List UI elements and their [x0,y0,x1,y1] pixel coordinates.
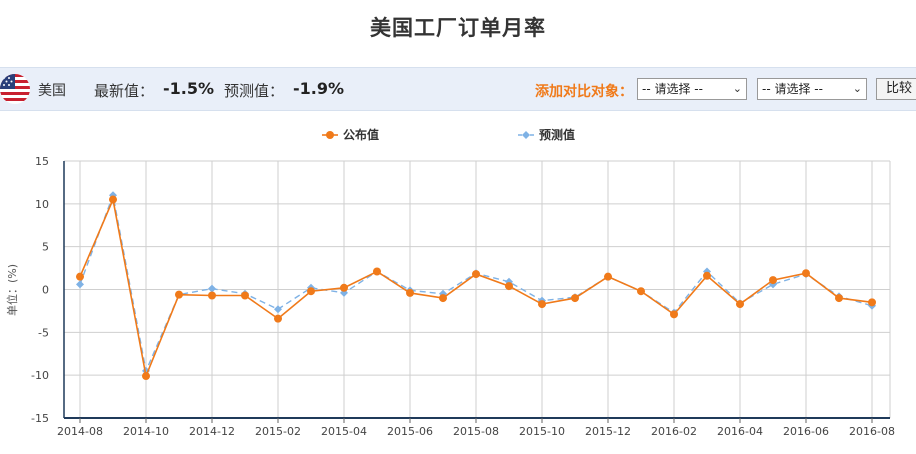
x-tick-label: 2015-08 [453,425,499,438]
data-point[interactable] [307,287,315,296]
latest-value-label: 最新值： [94,82,155,100]
data-point[interactable] [505,282,513,291]
legend-item[interactable]: 预测值 [518,127,575,142]
compare-label: 添加对比对象： [535,84,633,100]
y-tick-label: 15 [35,155,49,168]
legend-label: 公布值 [343,127,379,142]
x-tick-label: 2015-10 [519,425,565,438]
data-point[interactable] [208,291,216,300]
data-point[interactable] [835,294,843,303]
compare-select-1-value: -- 请选择 -- [642,82,703,96]
data-point[interactable] [406,288,414,297]
data-point[interactable] [175,290,183,299]
compare-select-2[interactable]: -- 请选择 -- ⌄ [757,78,867,100]
y-tick-label: 5 [42,241,49,254]
data-point[interactable] [769,280,777,289]
data-point[interactable] [868,298,876,307]
x-tick-label: 2015-12 [585,425,631,438]
chevron-down-icon: ⌄ [732,82,742,95]
data-point[interactable] [76,272,84,281]
x-tick-label: 2014-10 [123,425,169,438]
x-tick-label: 2016-04 [717,425,763,438]
series-0 [76,195,876,381]
legend-label: 预测值 [539,127,575,142]
data-point[interactable] [703,271,711,280]
y-tick-label: -5 [38,326,49,339]
y-tick-label: 0 [42,284,49,297]
x-axis: 2014-08 2014-10 2014-12 2015-02 2015-04 2015-… [57,417,895,438]
x-tick-label: 2015-02 [255,425,301,438]
x-tick-label: 2016-08 [849,425,895,438]
info-bar: 美国 最新值： -1.5% 预测值： -1.9% 添加对比对象： -- 请选择 … [0,67,916,111]
data-point[interactable] [703,267,711,276]
data-point[interactable] [340,283,348,292]
x-tick-label: 2016-06 [783,425,829,438]
data-point[interactable] [439,294,447,303]
forecast-value-label: 预测值： [224,82,285,100]
data-point[interactable] [538,300,546,309]
us-flag-icon [0,74,30,104]
legend-item[interactable]: 公布值 [322,127,379,142]
compare-button[interactable]: 比较 [876,78,916,100]
country-name: 美国 [38,83,66,99]
data-point[interactable] [76,280,84,289]
page-title: 美国工厂订单月率 [370,16,546,40]
x-tick-label: 2015-04 [321,425,367,438]
y-axis-label: 单位：(%) [5,264,19,316]
forecast-value: -1.9% [293,79,345,98]
data-point[interactable] [736,300,744,309]
data-point[interactable] [142,372,150,381]
latest-value: -1.5% [163,79,215,98]
x-tick-label: 2014-12 [189,425,235,438]
y-tick-label: -10 [31,369,49,382]
data-point[interactable] [274,305,282,314]
y-tick-label: 10 [35,198,49,211]
data-point[interactable] [241,291,249,300]
chart-grid [64,160,891,419]
data-point[interactable] [274,314,282,323]
legend-marker [326,131,334,139]
y-tick-label: -15 [31,412,49,425]
data-point[interactable] [637,287,645,296]
compare-select-1[interactable]: -- 请选择 -- ⌄ [637,78,747,100]
legend-marker [522,131,530,139]
x-tick-label: 2016-02 [651,425,697,438]
data-point[interactable] [604,272,612,281]
x-tick-label: 2014-08 [57,425,103,438]
data-point[interactable] [208,284,216,293]
y-axis: 15 10 5 0 -5 -10 -15 [31,155,65,425]
x-tick-label: 2015-06 [387,425,433,438]
data-point[interactable] [802,269,810,278]
data-point[interactable] [769,276,777,285]
data-point[interactable] [472,270,480,279]
data-point[interactable] [109,195,117,204]
legend: 公布值 预测值 [322,127,575,142]
chart-series [76,191,876,381]
chevron-down-icon: ⌄ [852,82,862,95]
compare-select-2-value: -- 请选择 -- [762,82,823,96]
data-point[interactable] [373,267,381,276]
data-point[interactable] [571,294,579,303]
data-point[interactable] [670,310,678,319]
